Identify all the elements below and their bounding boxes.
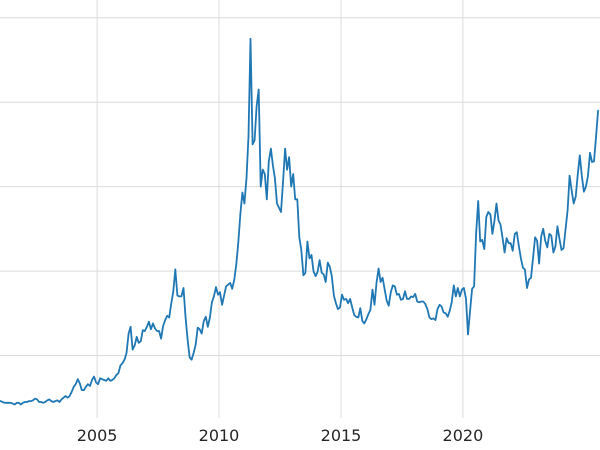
x-axis-tick-label: 2015 [321,426,362,445]
price-line [0,37,599,406]
x-axis-tick-label: 2005 [77,426,118,445]
x-axis-tick-label: 2010 [199,426,240,445]
x-axis-tick-label: 2020 [443,426,484,445]
